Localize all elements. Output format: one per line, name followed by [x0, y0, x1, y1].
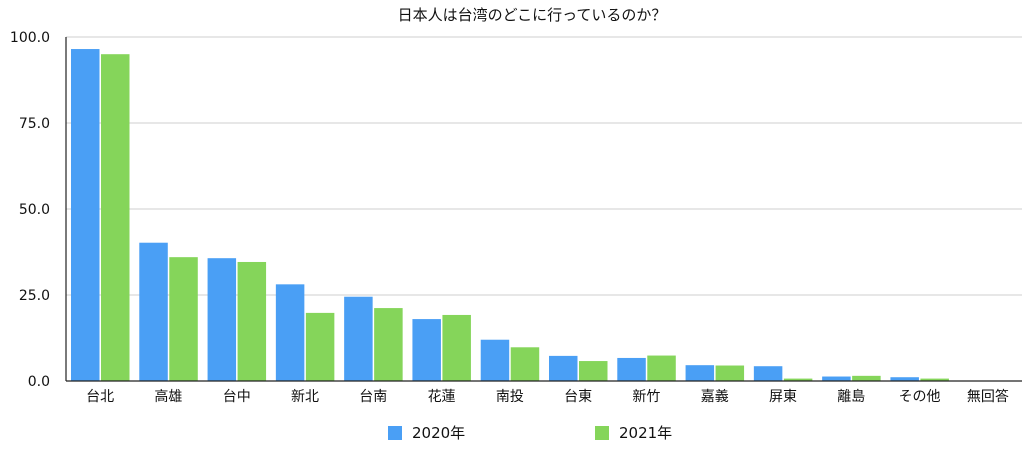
- x-tick-label: 嘉義: [701, 388, 729, 405]
- bar-series1-11: [822, 376, 851, 381]
- x-tick-label: 新竹: [632, 389, 660, 405]
- y-tick-label: 50.0: [19, 202, 50, 218]
- x-tick-label: その他: [899, 389, 941, 405]
- axis-labels: 0.0 25.0 50.0 75.0 100.0 台北 高雄 台中 新北 台南 花蓮 南投 台東 新竹 嘉義…: [10, 30, 1009, 405]
- axes: [65, 37, 1022, 382]
- bar-series1-5: [412, 319, 441, 381]
- x-tick-label: 高雄: [154, 388, 182, 405]
- y-tick-label: 75.0: [19, 116, 50, 132]
- x-tick-label: 南投: [496, 389, 524, 405]
- bar-series1-6: [480, 339, 510, 381]
- bar-series2-8: [647, 355, 676, 381]
- bar-series2-2: [237, 261, 267, 381]
- bar-series2-12: [920, 378, 949, 381]
- bar-series2-0: [101, 54, 130, 381]
- y-tick-label: 0.0: [28, 374, 50, 390]
- x-tick-label: 離島: [837, 388, 865, 405]
- bar-series1-0: [71, 49, 100, 381]
- bar-series1-9: [685, 365, 715, 381]
- legend-swatch-2: [595, 426, 609, 440]
- bar-series2-5: [442, 314, 471, 381]
- x-tick-label: 台東: [564, 389, 592, 405]
- bar-series1-7: [549, 355, 578, 381]
- legend-label-1: 2020年: [412, 424, 465, 442]
- bars: [71, 49, 949, 381]
- legend: 2020年 2021年: [388, 424, 672, 442]
- grid-lines: [66, 36, 1022, 296]
- x-tick-label: 新北: [291, 389, 319, 405]
- legend-swatch-1: [388, 426, 402, 440]
- bar-series1-10: [753, 366, 783, 381]
- bar-series1-2: [207, 258, 237, 381]
- x-tick-label: 台中: [223, 389, 251, 405]
- x-tick-label: 無回答: [967, 388, 1009, 405]
- y-tick-label: 25.0: [19, 288, 50, 304]
- x-tick-label: 花蓮: [428, 389, 456, 405]
- x-tick-label: 屏東: [769, 389, 797, 405]
- bar-series2-3: [305, 312, 335, 381]
- bar-series2-10: [783, 378, 813, 381]
- bar-series2-4: [374, 308, 403, 381]
- bar-series2-1: [169, 257, 198, 381]
- chart-title: 日本人は台湾のどこに行っているのか？: [398, 6, 667, 24]
- bar-series1-3: [275, 284, 305, 381]
- bar-series2-7: [579, 361, 608, 381]
- bar-series2-6: [510, 347, 540, 381]
- bar-series1-1: [139, 242, 168, 381]
- bar-series1-8: [617, 357, 646, 381]
- x-tick-label: 台南: [359, 389, 387, 405]
- bar-series2-9: [715, 365, 745, 381]
- y-tick-label: 100.0: [10, 30, 50, 46]
- bar-series1-4: [344, 296, 373, 381]
- bar-series2-11: [852, 375, 881, 381]
- legend-label-2: 2021年: [619, 424, 672, 442]
- x-tick-label: 台北: [86, 389, 114, 405]
- bar-series1-12: [890, 377, 919, 381]
